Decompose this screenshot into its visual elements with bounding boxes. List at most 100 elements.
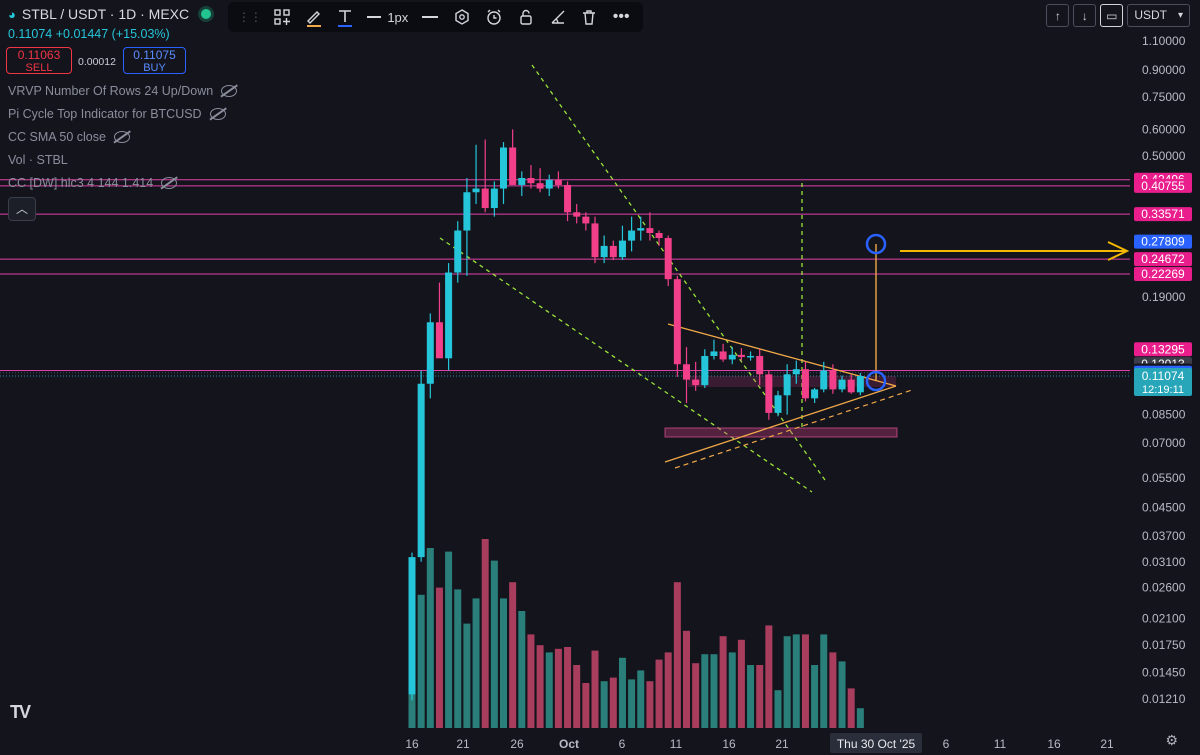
volume-bar [655, 659, 663, 728]
drag-handle-icon[interactable]: ⋮⋮ [237, 10, 262, 24]
candle-body [847, 379, 855, 393]
price-badge [1134, 234, 1192, 249]
layout-icon[interactable]: ▭ [1100, 4, 1124, 27]
candle-body [692, 379, 700, 386]
candle-body [408, 557, 416, 695]
volume-bar [765, 625, 773, 728]
eye-hidden-icon[interactable] [221, 85, 238, 97]
candle-body [472, 188, 480, 193]
text-icon[interactable] [331, 4, 359, 30]
eye-hidden-icon[interactable] [209, 108, 226, 120]
symbol-title[interactable]: STBL / USDT · 1D · MEXC [21, 6, 190, 22]
volume-bar [728, 652, 736, 728]
y-tick-label: 0.01750 [1142, 638, 1186, 652]
candle-body [838, 379, 846, 390]
tradingview-logo-icon[interactable]: TV [10, 702, 31, 722]
y-tick-label: 0.08500 [1142, 408, 1186, 422]
y-tick-label: 0.04500 [1142, 500, 1186, 514]
volume-bar [545, 652, 553, 728]
price-badge-label: 0.33571 [1141, 207, 1185, 221]
triangle-lower-dashed-line [674, 389, 913, 469]
hexagon-icon[interactable] [448, 4, 476, 30]
y-tick-label: 0.01210 [1142, 692, 1186, 706]
volume-bar [481, 539, 489, 728]
candle-body [500, 147, 507, 189]
price-badge [1134, 178, 1192, 193]
volume-bar [435, 587, 443, 728]
trash-icon[interactable] [575, 4, 603, 30]
volume-bar [564, 647, 572, 728]
y-tick-label: 0.01450 [1142, 666, 1186, 680]
indicator-vrvp[interactable]: VRVP Number Of Rows 24 Up/Down [8, 84, 238, 98]
candle-body [783, 374, 791, 396]
volume-bar [536, 645, 544, 728]
volume-bar [609, 677, 617, 728]
price-badge-label: 0.13295 [1141, 342, 1185, 356]
eye-hidden-icon[interactable] [161, 177, 178, 189]
volume-bar [490, 560, 498, 728]
grid-icon[interactable] [268, 4, 296, 30]
volume-bar [518, 611, 526, 728]
sell-price: 0.11063 [17, 48, 61, 62]
candle-body [591, 223, 599, 258]
sell-button[interactable]: 0.11063 SELL [6, 47, 72, 74]
y-tick-label: 0.90000 [1142, 63, 1186, 77]
volume-bar [829, 652, 837, 728]
volume-bar [500, 598, 507, 728]
indicator-sma[interactable]: CC SMA 50 close [8, 130, 130, 144]
x-tick-label: 16 [1047, 737, 1061, 751]
candle-body [445, 272, 453, 359]
candle-body [801, 369, 809, 399]
x-tick-label: 6 [943, 737, 950, 751]
candle-body [701, 355, 709, 386]
candle-body [811, 389, 819, 399]
candle-body [426, 322, 434, 384]
buy-button[interactable]: 0.11075 BUY [123, 47, 186, 74]
price-badge [1134, 252, 1192, 267]
resistance-zone-box [688, 376, 896, 387]
eye-hidden-icon[interactable] [113, 131, 130, 143]
volume-bar [701, 654, 709, 728]
candle-body [683, 364, 690, 380]
collapse-indicators-button[interactable]: ︿ [8, 197, 36, 221]
line-width-selector[interactable]: 1px [363, 4, 412, 30]
green-dashed-trendline [531, 64, 826, 481]
volume-bar [756, 665, 764, 728]
crosshair-date-badge [830, 733, 922, 753]
candle-body [747, 355, 755, 358]
volume-bar [573, 665, 581, 728]
drawing-toolbar: ⋮⋮ 1px ••• [228, 2, 643, 32]
candle-body [673, 279, 681, 365]
candle-body [481, 188, 489, 209]
arrow-up-icon[interactable]: ↑ [1046, 4, 1070, 27]
arrow-down-icon[interactable]: ↓ [1073, 4, 1097, 27]
candle-body [856, 376, 864, 393]
more-icon[interactable]: ••• [612, 8, 630, 25]
volume-bar [820, 634, 828, 728]
alarm-icon[interactable] [480, 4, 508, 30]
candle-body [435, 322, 443, 359]
pencil-icon[interactable] [300, 4, 328, 30]
currency-selector[interactable]: USDT [1127, 4, 1190, 27]
gear-icon[interactable]: ⚙ [1165, 732, 1178, 748]
indicator-cc-dw[interactable]: CC [DW] hlc3 4 144 1.414 [8, 176, 178, 190]
lock-icon[interactable] [512, 4, 540, 30]
triangle-lower-line [664, 385, 897, 463]
line-style-icon[interactable] [416, 4, 444, 30]
breakout-marker [865, 370, 887, 392]
green-dashed-trendline [439, 237, 813, 493]
volume-bar [856, 708, 864, 728]
exchange-logo-icon: ◕ [8, 6, 16, 22]
target-arrow-head [1107, 241, 1130, 261]
volume-bar [710, 654, 718, 728]
candle-body [600, 245, 608, 258]
sell-label: SELL [25, 62, 53, 74]
ruler-icon[interactable] [544, 4, 572, 30]
y-tick-label: 0.60000 [1142, 122, 1186, 136]
indicator-pi-cycle[interactable]: Pi Cycle Top Indicator for BTCUSD [8, 107, 226, 121]
spread-value: 0.00012 [78, 56, 116, 68]
volume-bar [774, 690, 782, 728]
indicator-volume[interactable]: Vol · STBL [8, 153, 68, 167]
candle-body [728, 354, 736, 360]
